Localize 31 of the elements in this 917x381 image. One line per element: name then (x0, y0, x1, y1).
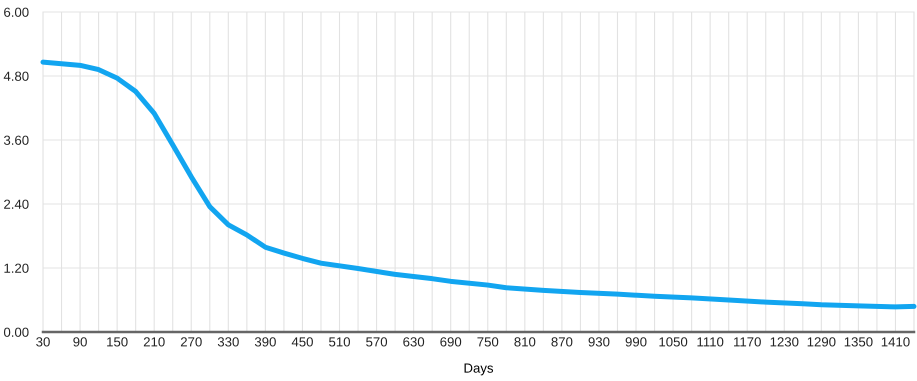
y-tick-label: 2.40 (4, 200, 29, 209)
y-tick-label: 3.60 (4, 136, 29, 145)
x-tick-label: 30 (36, 337, 50, 347)
x-tick-label: 1050 (659, 337, 688, 347)
x-tick-label: 750 (477, 337, 498, 347)
x-tick-label: 1170 (734, 337, 761, 347)
x-tick-label: 870 (551, 337, 572, 347)
x-tick-label: 990 (626, 337, 647, 347)
x-tick-label: 1350 (844, 337, 873, 347)
x-tick-label: 150 (107, 337, 128, 347)
x-tick-label: 450 (292, 337, 313, 347)
x-tick-label: 570 (366, 337, 388, 347)
x-tick-label: 90 (73, 337, 87, 347)
x-tick-label: 330 (218, 337, 239, 347)
x-tick-label: 390 (254, 337, 276, 347)
x-tick-label: 270 (180, 337, 202, 347)
x-tick-label: 690 (440, 337, 462, 347)
y-tick-label: 0.00 (4, 328, 29, 337)
x-tick-label: 1410 (882, 337, 910, 347)
x-tick-label: 810 (514, 337, 536, 347)
x-tick-label: 1290 (808, 337, 836, 347)
x-tick-label: 1110 (697, 337, 724, 347)
x-tick-label: 1230 (770, 337, 798, 347)
y-tick-label: 4.80 (4, 72, 29, 81)
x-tick-label: 510 (329, 337, 350, 347)
x-tick-label: 930 (588, 337, 610, 347)
y-tick-label: 6.00 (4, 8, 29, 17)
x-axis-title: Days (464, 364, 494, 376)
x-tick-label: 630 (403, 337, 424, 347)
x-tick-label: 210 (144, 337, 165, 347)
y-tick-label: 1.20 (4, 264, 29, 273)
